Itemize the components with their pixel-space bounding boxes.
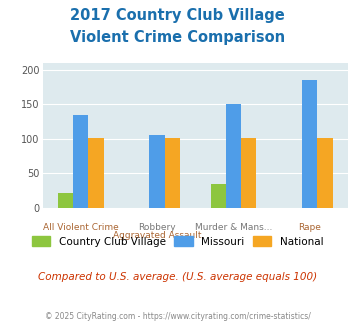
Text: 2017 Country Club Village: 2017 Country Club Village — [70, 8, 285, 23]
Text: Violent Crime Comparison: Violent Crime Comparison — [70, 30, 285, 45]
Bar — [226, 104, 241, 208]
Text: Compared to U.S. average. (U.S. average equals 100): Compared to U.S. average. (U.S. average … — [38, 272, 317, 282]
Bar — [58, 193, 73, 208]
Text: Robbery: Robbery — [138, 223, 176, 232]
Bar — [241, 138, 256, 208]
Text: Murder & Mans...: Murder & Mans... — [195, 223, 272, 232]
Legend: Country Club Village, Missouri, National: Country Club Village, Missouri, National — [32, 236, 323, 247]
Text: All Violent Crime: All Violent Crime — [43, 223, 119, 232]
Bar — [149, 135, 165, 208]
Bar — [88, 138, 104, 208]
Bar — [211, 184, 226, 208]
Text: Aggravated Assault: Aggravated Assault — [113, 231, 201, 240]
Text: © 2025 CityRating.com - https://www.cityrating.com/crime-statistics/: © 2025 CityRating.com - https://www.city… — [45, 312, 310, 321]
Bar — [317, 138, 333, 208]
Bar — [302, 80, 317, 208]
Bar — [73, 115, 88, 208]
Bar — [165, 138, 180, 208]
Text: Rape: Rape — [298, 223, 321, 232]
